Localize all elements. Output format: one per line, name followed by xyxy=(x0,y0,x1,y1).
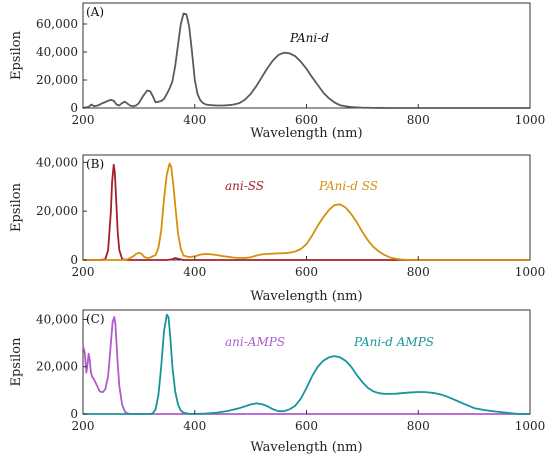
y-tick-label: 40,000 xyxy=(36,45,78,59)
panel-label: (A) xyxy=(86,5,104,19)
y-tick-label: 20,000 xyxy=(36,73,78,87)
annotation: PAni-d xyxy=(289,31,329,45)
x-tick-label: 400 xyxy=(183,113,206,127)
y-tick-label: 40,000 xyxy=(36,155,78,169)
x-tick-label: 400 xyxy=(183,265,206,279)
series-label: PAni-d AMPS xyxy=(353,335,434,349)
x-tick-label: 800 xyxy=(407,419,430,433)
x-axis-label: Wavelength (nm) xyxy=(250,126,362,141)
x-tick-label: 1000 xyxy=(515,419,546,433)
x-tick-label: 1000 xyxy=(515,265,546,279)
x-tick-label: 600 xyxy=(295,265,318,279)
x-axis-label: Wavelength (nm) xyxy=(250,289,362,304)
x-tick-label: 800 xyxy=(407,265,430,279)
y-tick-label: 20,000 xyxy=(36,360,78,374)
x-tick-label: 600 xyxy=(295,419,318,433)
panel-2: 200 400 600 800 1000 0 20,000 40,000 Wavelength … xyxy=(9,154,546,304)
y-axis-label: Epsilon xyxy=(9,30,24,80)
series-line-1 xyxy=(82,12,530,109)
panel-3: 200 400 600 800 1000 0 20,000 40,000 Wavelength … xyxy=(9,309,546,455)
series-line-2 xyxy=(83,313,530,415)
series-line-2 xyxy=(83,162,530,261)
x-tick-label: 800 xyxy=(407,113,430,127)
panel-label: (C) xyxy=(86,312,105,326)
x-tick-label: 200 xyxy=(72,265,95,279)
y-tick-label: 20,000 xyxy=(36,204,78,218)
series-line-1 xyxy=(82,316,530,415)
y-tick-label: 0 xyxy=(70,101,78,115)
y-axis-label: Epsilon xyxy=(9,337,24,387)
x-tick-label: 600 xyxy=(295,113,318,127)
y-axis-label: Epsilon xyxy=(9,182,24,232)
panel-label: (B) xyxy=(86,157,104,171)
series-label: PAni-d SS xyxy=(318,179,378,193)
x-axis-label: Wavelength (nm) xyxy=(250,440,362,455)
y-tick-label: 0 xyxy=(70,253,78,267)
x-tick-label: 200 xyxy=(72,113,95,127)
series-line-1 xyxy=(83,163,530,261)
y-tick-label: 60,000 xyxy=(36,17,78,31)
y-tick-label: 40,000 xyxy=(36,312,78,326)
x-tick-label: 200 xyxy=(72,419,95,433)
series-label: ani-SS xyxy=(225,179,264,193)
series-label: ani-AMPS xyxy=(225,335,285,349)
panel-1: 200 400 600 800 1000 0 20,000 40,000 60,000 Wavel… xyxy=(9,2,546,141)
x-tick-label: 400 xyxy=(183,419,206,433)
x-tick-label: 1000 xyxy=(515,113,546,127)
y-tick-label: 0 xyxy=(70,407,78,421)
plot-frame xyxy=(82,309,531,415)
